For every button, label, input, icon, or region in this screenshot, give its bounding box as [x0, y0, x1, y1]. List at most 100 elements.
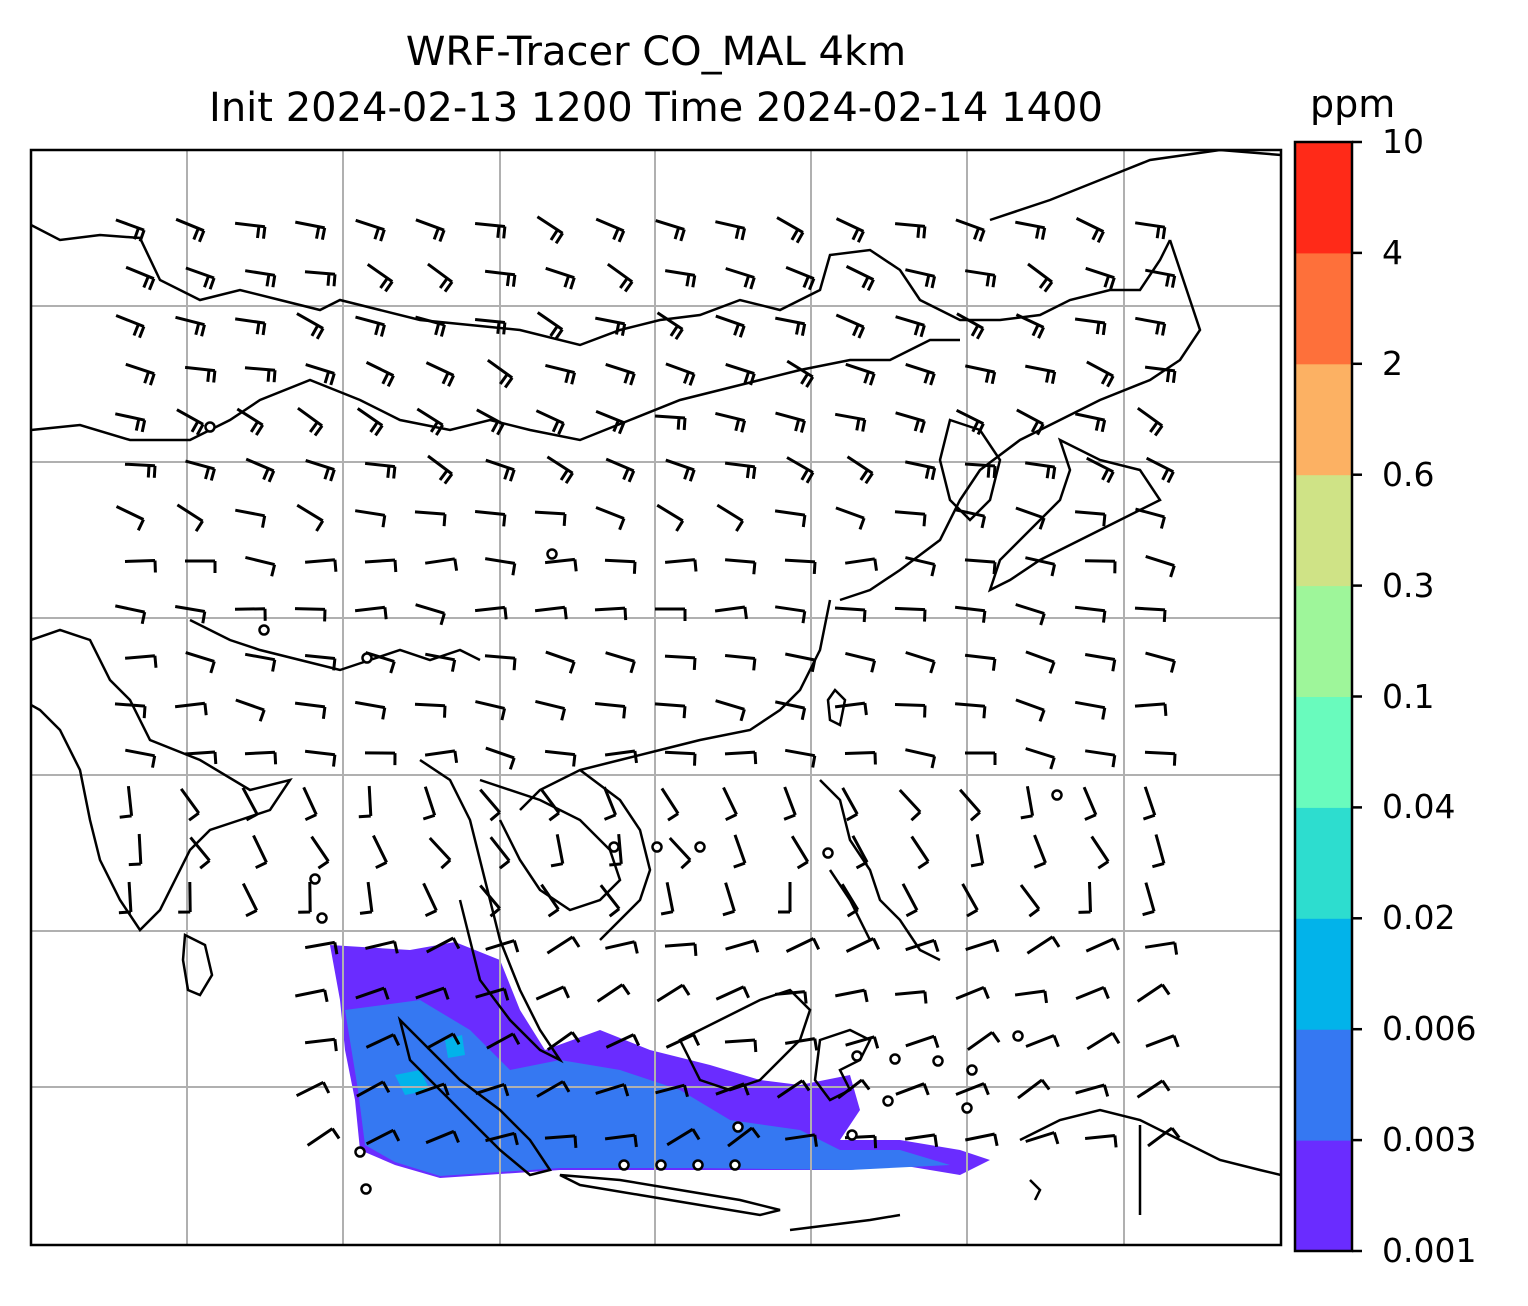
wind-barb: [786, 359, 815, 388]
wind-barb: [535, 985, 570, 1001]
wind-barb: [298, 881, 312, 914]
wind-barb: [595, 217, 626, 243]
wind-barb: [1086, 1031, 1121, 1051]
wind-barb: [656, 311, 684, 341]
wind-barb: [114, 412, 147, 433]
wind-barb: [1136, 983, 1171, 1003]
korea: [938, 418, 1002, 522]
wind-barb: [664, 558, 698, 572]
wind-barb: [1025, 556, 1057, 577]
calm-wind-circle: [204, 421, 216, 433]
wind-barb: [1033, 834, 1047, 869]
colorbar-bands: [1295, 142, 1352, 1252]
wind-barb: [895, 1082, 930, 1096]
wind-barb: [295, 988, 329, 1003]
wind-barb: [845, 362, 876, 386]
wind-barb: [1135, 316, 1167, 336]
wind-barb: [724, 654, 757, 671]
wind-barb: [545, 363, 577, 385]
wind-barb: [835, 506, 866, 530]
wind-barb: [302, 786, 318, 822]
taiwan: [826, 688, 847, 727]
wind-barb: [114, 604, 147, 625]
wind-barb: [474, 222, 507, 239]
wind-barb: [666, 1127, 701, 1147]
wind-barb: [1145, 651, 1176, 673]
wind-barb: [484, 557, 517, 576]
wind-barb: [364, 461, 397, 479]
calm-wind-circle: [316, 912, 328, 924]
wind-barb: [479, 788, 501, 822]
wind-barb: [115, 218, 146, 242]
wind-barb: [845, 1035, 880, 1049]
wind-barb: [486, 1032, 521, 1050]
java: [559, 1173, 781, 1217]
wind-barb: [424, 557, 459, 571]
wind-barb: [366, 263, 394, 293]
wind-barb: [1142, 786, 1157, 821]
wind-barb: [185, 651, 216, 674]
colorbar-band: [1295, 807, 1352, 919]
wind-barb: [546, 935, 581, 955]
wind-barb: [965, 751, 997, 765]
wind-barb: [1025, 1131, 1060, 1145]
calm-wind-circle: [882, 1095, 894, 1107]
wind-barb: [355, 315, 386, 337]
colorbar-band: [1295, 474, 1352, 587]
wind-barb: [534, 510, 567, 526]
calm-wind-circle: [732, 1121, 744, 1133]
colorbar-tick-label: 10: [1382, 122, 1424, 161]
wind-barb: [304, 1037, 338, 1052]
wind-barb: [415, 1082, 450, 1096]
colorbar-tick-label: 0.02: [1382, 898, 1456, 938]
wind-barb: [715, 985, 750, 1001]
wind-barb: [244, 750, 278, 765]
wind-barb: [544, 1134, 578, 1149]
wind-barb: [715, 220, 747, 241]
calm-wind-circle: [889, 1053, 901, 1065]
wind-barb: [485, 1131, 519, 1146]
wind-barb: [964, 462, 997, 479]
wind-barb: [609, 833, 623, 867]
wind-barb: [845, 651, 877, 673]
wind-barb: [184, 750, 218, 765]
calm-wind-circle: [822, 847, 834, 859]
wind-barb: [124, 559, 157, 573]
wind-barb: [355, 986, 390, 1000]
wind-barb: [955, 218, 986, 242]
wind-barb: [1085, 937, 1120, 953]
wind-barb: [475, 700, 507, 721]
wind-barb: [179, 788, 201, 822]
wind-barb: [422, 882, 438, 918]
wind-barb: [660, 882, 675, 916]
himalaya-border: [189, 618, 481, 672]
wind-barb: [776, 1079, 811, 1099]
wind-barb: [244, 366, 277, 383]
wind-barb: [118, 881, 133, 915]
wind-barb: [660, 787, 680, 822]
wind-barb: [475, 987, 510, 1001]
calm-wind-circle: [651, 841, 663, 853]
wind-barb: [655, 1083, 689, 1098]
colorbar-band: [1295, 1140, 1352, 1252]
wind-barb: [844, 557, 878, 571]
wind-barb: [905, 1034, 940, 1049]
wind-barb: [834, 412, 867, 432]
calm-wind-circle: [729, 1159, 741, 1171]
wind-barb: [1147, 1126, 1181, 1148]
colorbar-band: [1295, 585, 1352, 697]
wind-barb: [241, 787, 259, 822]
wind-barb: [1084, 1134, 1118, 1148]
wind-barb: [297, 406, 324, 437]
colorbar-tick-label: 0.006: [1382, 1009, 1477, 1049]
wind-barb: [714, 605, 748, 620]
wind-barb: [415, 603, 446, 626]
wind-barb: [1015, 698, 1046, 722]
colorbar-tick-label: 0.1: [1382, 676, 1435, 716]
wind-barb: [724, 750, 758, 765]
wind-barb: [1015, 506, 1046, 530]
wind-barb: [1142, 882, 1156, 917]
calm-wind-circle: [1051, 789, 1063, 801]
indochina: [419, 758, 622, 1064]
